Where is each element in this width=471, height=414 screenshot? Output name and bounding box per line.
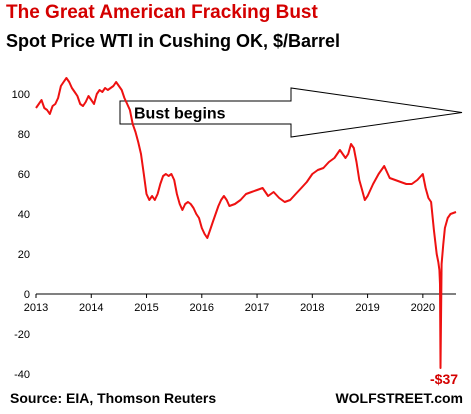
chart-subtitle: Spot Price WTI in Cushing OK, $/Barrel	[6, 31, 341, 51]
y-tick-label: -40	[14, 369, 30, 381]
x-tick-label: 2019	[355, 302, 379, 314]
chart-labels: -$37	[430, 371, 458, 387]
min-price-label: -$37	[430, 371, 458, 387]
chart-axes: 2013 2014 2015 2016 2017 2018 2019 2020 100 80 60 4…	[12, 89, 456, 381]
y-tick-label: 40	[18, 209, 30, 221]
x-tick-label: 2020	[411, 302, 435, 314]
price-line	[35, 77, 457, 369]
x-tick-label: 2018	[300, 302, 324, 314]
x-tick-label: 2015	[134, 302, 158, 314]
y-tick-label: -20	[14, 329, 30, 341]
x-tick-label: 2013	[24, 302, 48, 314]
y-tick-label: 100	[12, 89, 30, 101]
site-credit: WOLFSTREET.com	[335, 390, 463, 406]
price-series	[35, 77, 457, 369]
chart-title: The Great American Fracking Bust	[6, 2, 318, 23]
y-tick-label: 20	[18, 249, 30, 261]
bust-arrow-label: Bust begins	[134, 106, 226, 123]
x-tick-label: 2017	[245, 302, 269, 314]
y-tick-label: 60	[18, 169, 30, 181]
x-tick-label: 2014	[79, 302, 103, 314]
bust-arrow-shape	[119, 87, 463, 138]
bust-arrow: Bust begins	[119, 87, 463, 138]
y-tick-label: 0	[24, 289, 30, 301]
y-tick-label: 80	[18, 129, 30, 141]
source-note: Source: EIA, Thomson Reuters	[10, 390, 217, 406]
x-tick-label: 2016	[190, 302, 214, 314]
